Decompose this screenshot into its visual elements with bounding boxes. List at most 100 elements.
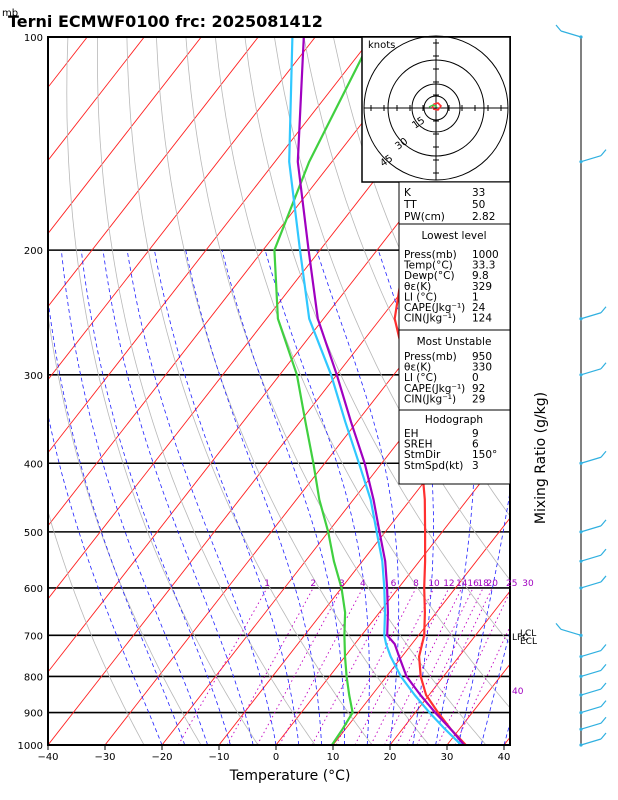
isotherm-line [275,444,510,745]
hodograph-index-value: 6 [472,439,479,451]
lowest-level-label: CAPE(Jkg⁻¹) [404,302,465,314]
pressure-unit: mb [2,8,18,19]
moist-adiabat-line [126,250,277,745]
parcel-trace [296,37,465,745]
right-axis-label: Mixing Ratio (g/kg) [533,392,549,524]
most-unstable-value: 92 [472,383,485,395]
moist-adiabat-line [102,250,254,745]
wetbulb-trace [288,37,463,745]
lowest-level-value: 1 [472,291,479,303]
lowest-level-value: 329 [472,281,492,293]
moist-adiabat-line [48,296,186,745]
most-unstable-label: LI (°C) [404,372,437,384]
hodograph: knots 15 30 45 [361,35,511,183]
mixing-ratio-label: 10 [428,579,440,589]
pressure-tick-label: 100 [24,33,43,44]
lowest-level-header: Lowest level [421,230,486,242]
isotherm-line [48,37,202,235]
x-tick-label: 10 [327,752,340,763]
lowest-level-value: 33.3 [472,260,495,272]
tt-label: TT [403,199,417,211]
indices-table: K 33 TT 50 PW(cm) 2.82 Lowest level Pres… [398,181,511,485]
moist-adiabat-line [154,250,300,745]
wind-barb [580,700,607,714]
lowest-level-label: LI (°C) [404,291,437,303]
lowest-level-label: Temp(°C) [403,260,453,272]
temperature-trace [393,37,499,745]
moist-adiabat-line [61,250,208,745]
ecl-label: ECL [520,637,537,647]
lowest-level-label: Press(mb) [404,249,457,261]
dry-adiabat-line [599,37,618,745]
lowest-level-label: Dewp(°C) [404,270,455,282]
x-tick-label: −30 [94,752,115,763]
wind-barb [580,682,607,696]
mixing-ratio-label: 14 [456,579,468,589]
x-tick-label: −10 [208,752,229,763]
isotherm-line [48,37,145,162]
pressure-tick-label: 300 [24,371,43,382]
wind-barb [580,732,607,746]
isotherm-line [48,37,430,527]
pressure-tick-label: 900 [24,709,43,720]
most-unstable-label: CAPE(Jkg⁻¹) [404,383,465,395]
dry-adiabat-line [274,37,510,581]
hodograph-trace-2 [428,104,438,108]
wind-barb [580,149,607,163]
wind-barb [580,519,607,533]
dry-adiabat-line [569,37,618,745]
mixing-ratio-label-40: 40 [512,687,524,697]
lowest-level-value: 1000 [472,249,499,261]
moist-adiabat-line [458,489,510,745]
pw-label: PW(cm) [404,211,445,223]
wind-barb [580,306,607,320]
pressure-tick-label: 1000 [18,741,43,752]
wind-barb-column [555,24,607,747]
pressure-tick-label: 600 [24,584,43,595]
dewpoint-trace [273,37,374,745]
pressure-tick-label: 200 [24,246,43,257]
hodograph-index-value: 9 [472,428,479,440]
mixing-ratio-label: 20 [487,579,499,589]
mixing-ratio-label: 25 [506,579,517,589]
hodograph-index-label: EH [404,428,419,440]
mixing-ratio-label: 1 [264,579,270,589]
pressure-tick-label: 400 [24,459,43,470]
moist-adiabat-line [80,250,231,745]
tt-value: 50 [472,199,485,211]
isotherm-line [48,37,373,454]
pressure-tick-label: 800 [24,672,43,683]
pressure-tick-label: 700 [24,631,43,642]
lowest-level-value: 124 [472,313,492,325]
hodograph-index-value: 150° [472,449,497,461]
lowest-level-value: 24 [472,302,486,314]
lcl-label: LCL [520,629,536,639]
wind-barb [555,24,582,38]
most-unstable-value: 950 [472,351,492,363]
mixing-ratio-line [437,590,510,745]
moist-adiabat-line [480,629,510,745]
hodograph-header: Hodograph [425,414,483,426]
x-tick-label: 0 [273,752,279,763]
moist-adiabat-line [185,250,322,745]
lowest-level-label: θε(K) [404,281,431,293]
x-tick-label: −20 [151,752,172,763]
dry-adiabat-line [126,37,373,745]
wind-barb [580,644,607,658]
wind-barb [555,622,582,636]
moist-adiabat-line [435,249,476,745]
hodograph-index-value: 3 [472,460,479,472]
moist-adiabat-line [221,250,345,745]
wind-barb [580,716,607,730]
mixing-ratio-line [177,587,268,745]
mixing-ratio-line [416,587,493,745]
isotherm-line [389,590,510,745]
pw-value: 2.82 [472,211,495,223]
moist-adiabat-line [264,249,370,745]
mixing-ratio-label: 18 [477,579,489,589]
mixing-ratio-label: 12 [443,579,454,589]
wind-barb [580,450,607,464]
dry-adiabat-line [156,37,430,745]
mixing-ratio-label: 16 [467,579,479,589]
